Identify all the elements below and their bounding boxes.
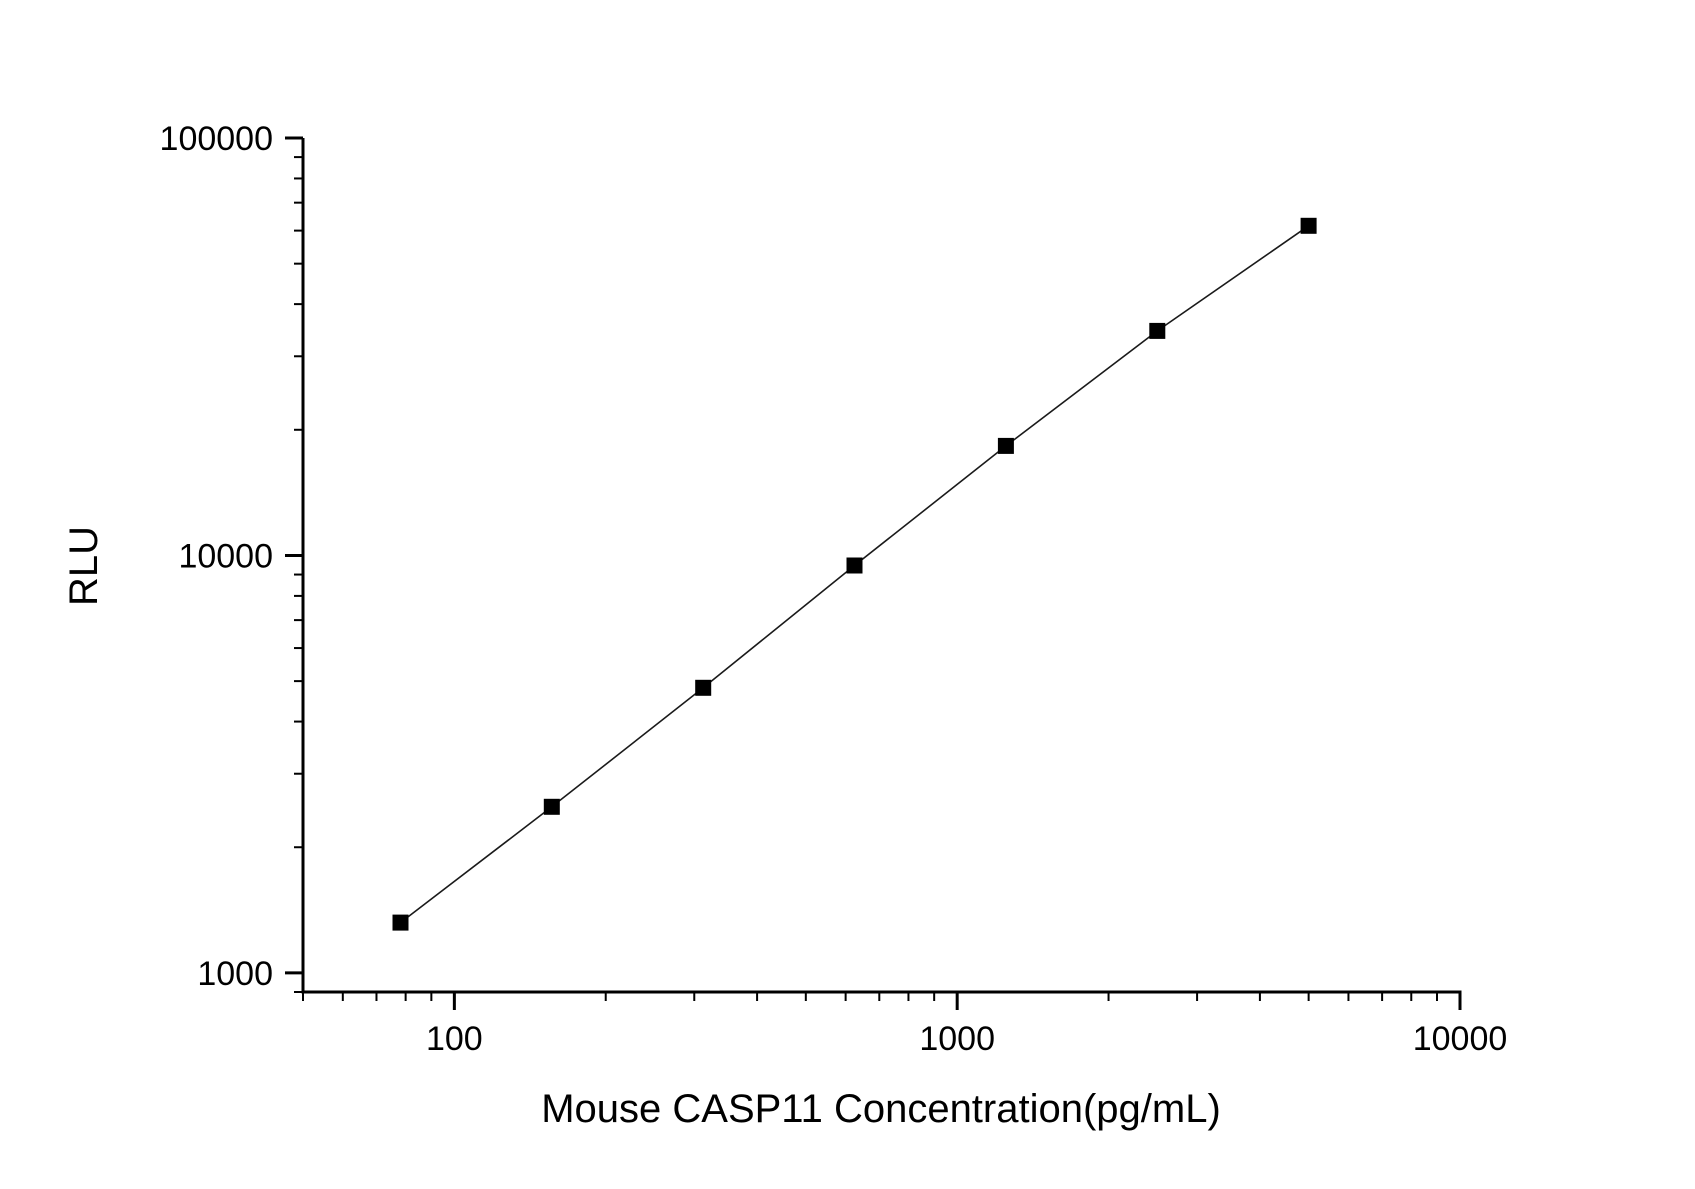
data-point-marker <box>392 914 409 931</box>
data-point-marker <box>846 557 863 574</box>
x-tick-label: 100 <box>426 1020 483 1058</box>
series-line <box>400 225 1310 924</box>
axes-layer: 100 1000 10000 1000 10000 100000 <box>160 120 1508 1058</box>
data-point-marker <box>997 437 1014 454</box>
data-point-marker <box>543 798 560 815</box>
y-axis-title: RLU <box>62 526 106 606</box>
y-tick-label: 10000 <box>178 537 273 575</box>
x-tick-label: 1000 <box>919 1020 995 1058</box>
y-tick-label: 1000 <box>197 955 273 993</box>
data-point-marker <box>1149 322 1166 339</box>
y-tick-label: 100000 <box>160 120 273 158</box>
data-point-marker <box>695 679 712 696</box>
x-tick-label: 10000 <box>1413 1020 1508 1058</box>
data-series-layer <box>392 217 1317 931</box>
x-axis-title: Mouse CASP11 Concentration(pg/mL) <box>541 1087 1221 1131</box>
data-point-marker <box>1300 217 1317 234</box>
